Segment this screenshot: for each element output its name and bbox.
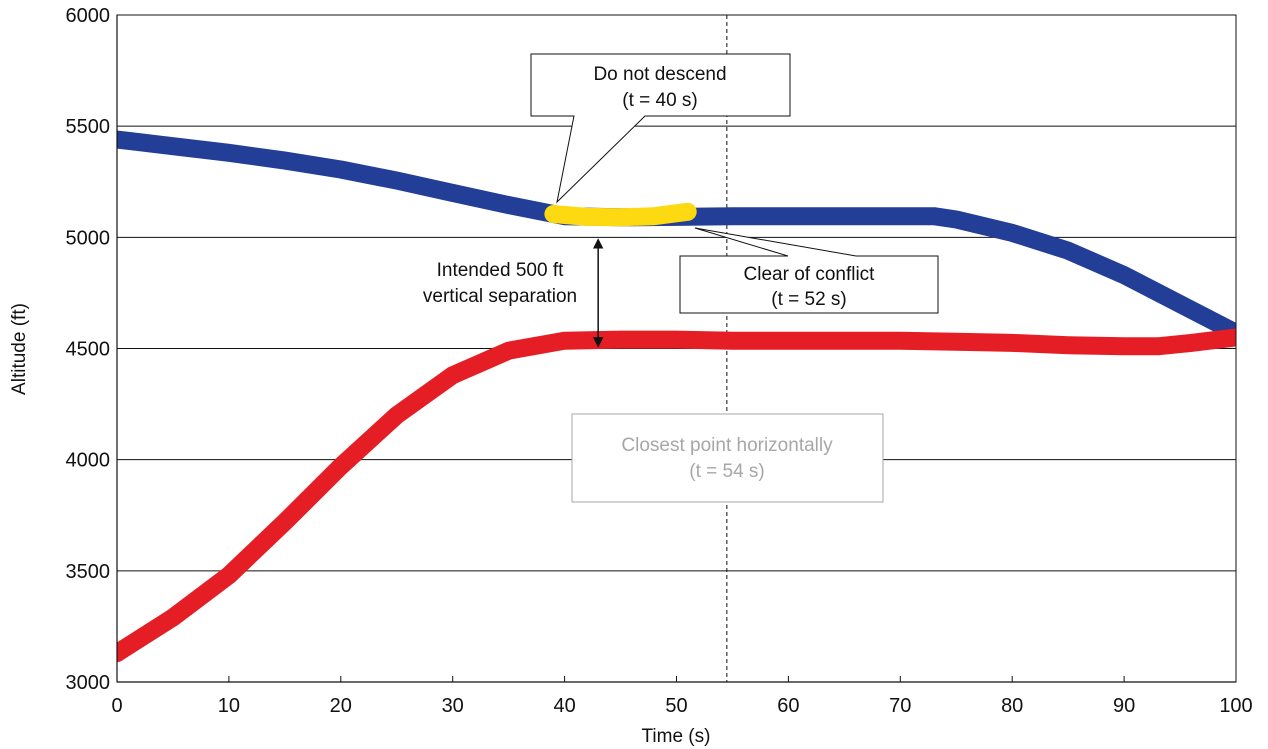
- separation-label-line-1: Intended 500 ft: [437, 260, 564, 281]
- x-tick-label: 10: [218, 695, 240, 717]
- x-tick-label: 70: [889, 695, 911, 717]
- red-aircraft-trajectory: [117, 328, 1236, 663]
- series-layer: [117, 130, 1236, 663]
- x-tick-label: 0: [111, 695, 122, 717]
- x-tick-label: 40: [553, 695, 575, 717]
- x-tick-label: 50: [665, 695, 687, 717]
- y-tick-label: 4000: [66, 450, 111, 472]
- x-tick-label: 90: [1113, 695, 1135, 717]
- y-tick-label: 5500: [66, 116, 111, 138]
- callout-closest-point-box: [571, 413, 884, 503]
- callout-closest-point-line-2: (t = 54 s): [689, 461, 765, 482]
- callout-clear-of-conflict-line-2: (t = 52 s): [771, 289, 847, 310]
- y-axis-ticks: 3000 3500 4000 4500 5000 5500 6000: [66, 5, 111, 694]
- callout-closest-point: Closest point horizontally (t = 54 s): [571, 413, 884, 503]
- callout-do-not-descend: Do not descend (t = 40 s): [530, 53, 791, 204]
- callout-closest-point-line-1: Closest point horizontally: [621, 435, 833, 456]
- x-tick-label: 30: [442, 695, 464, 717]
- y-axis-title: Altitude (ft): [9, 303, 30, 395]
- yellow-trajectory-highlight: [544, 202, 697, 227]
- callout-do-not-descend-line-1: Do not descend: [593, 64, 726, 85]
- x-tick-label: 80: [1001, 695, 1023, 717]
- callout-clear-of-conflict-box: [679, 227, 939, 314]
- x-tick-label: 60: [777, 695, 799, 717]
- callout-do-not-descend-box: [530, 53, 791, 204]
- x-tick-label: 100: [1219, 695, 1252, 717]
- callout-clear-of-conflict: Clear of conflict (t = 52 s): [679, 227, 939, 314]
- blue-aircraft-trajectory: [117, 130, 1236, 342]
- y-tick-label: 3500: [66, 561, 111, 583]
- x-tick-label: 20: [330, 695, 352, 717]
- callout-clear-of-conflict-line-1: Clear of conflict: [744, 264, 876, 285]
- x-axis-title: Time (s): [642, 726, 711, 747]
- y-tick-label: 6000: [66, 5, 111, 27]
- x-axis-ticks: 0 10 20 30 40 50 60 70 80 90 100: [111, 676, 1253, 717]
- callout-do-not-descend-line-2: (t = 40 s): [622, 90, 698, 111]
- separation-annotation: Intended 500 ft vertical separation: [423, 238, 604, 348]
- separation-label-line-2: vertical separation: [423, 286, 577, 307]
- y-tick-label: 5000: [66, 227, 111, 249]
- y-tick-label: 3000: [66, 672, 111, 694]
- y-tick-label: 4500: [66, 339, 111, 361]
